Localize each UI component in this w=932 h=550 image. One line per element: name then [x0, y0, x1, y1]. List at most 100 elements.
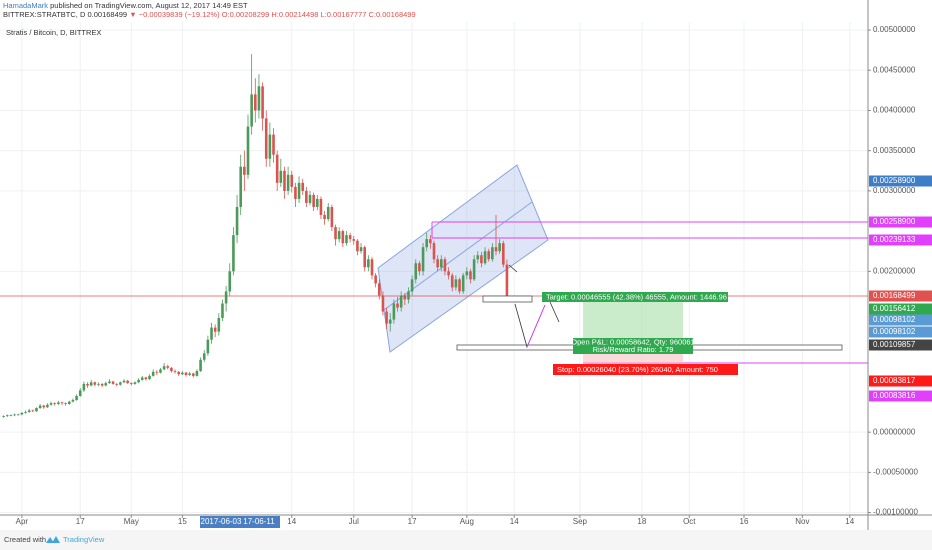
candle-body: [46, 404, 49, 408]
logo: [46, 536, 60, 543]
arrow: [549, 301, 560, 323]
selection-end: 17-06-11: [243, 517, 275, 526]
rr-label: Risk/Reward Ratio: 1.79: [593, 345, 674, 354]
candle-body: [392, 303, 396, 320]
candle-body: [418, 263, 421, 272]
candle-body: [89, 382, 93, 386]
y-tick-label: 0.00300000: [873, 186, 916, 195]
candle-body: [162, 366, 166, 370]
candle-body: [425, 239, 429, 248]
x-tick-label: May: [124, 517, 139, 526]
price-tag-box: [869, 390, 932, 402]
candle-body: [385, 311, 388, 324]
candle-body: [399, 295, 403, 308]
candle-body: [60, 402, 64, 404]
candle-body: [414, 263, 418, 280]
candle-body: [155, 371, 159, 373]
x-tick-label: 16: [740, 517, 749, 526]
header-line: HamadaMark published on TradingView.com,…: [3, 1, 248, 10]
candle-body: [206, 339, 210, 354]
candle-body: [337, 231, 341, 240]
x-tick-label: Apr: [16, 517, 29, 526]
candle-body: [294, 186, 297, 199]
price-tag: 0.00083816: [873, 391, 916, 400]
price-tag-box: [869, 375, 932, 387]
candle-body: [315, 198, 319, 207]
candle-body: [272, 134, 275, 155]
published: published on TradingView.com, August 12,…: [50, 1, 248, 10]
price-tag: 0.00098102: [873, 327, 916, 336]
candle-body: [348, 235, 352, 240]
y-tick-label: 0.00000000: [873, 427, 916, 436]
price-tag-box: [869, 303, 932, 315]
ohlc-text: O:0.00208299 H:0.00214498 L:0.00167777 C…: [222, 10, 416, 19]
candle-body: [505, 264, 509, 297]
price-tag-box: [869, 216, 932, 228]
candle-body: [268, 134, 272, 159]
price-tag-box: [869, 326, 932, 338]
candle-body: [53, 403, 57, 405]
candle-body: [57, 402, 60, 405]
target-label-box: [542, 292, 728, 302]
candle-body: [246, 126, 250, 175]
target-label: Target: 0.00046555 (42.38%) 46555, Amoun…: [546, 292, 727, 301]
x-tick-label: Nov: [795, 517, 809, 526]
footer-created: Created with: [4, 535, 46, 544]
candle-body: [122, 380, 126, 383]
candle-body: [24, 412, 27, 413]
candle-body: [352, 239, 356, 241]
candle-body: [78, 390, 82, 396]
candle-body: [253, 94, 257, 111]
candle-body: [20, 412, 24, 415]
header-bg: [0, 0, 300, 20]
box: [482, 295, 533, 303]
axes: 0.00500000 0.00450000 0.00400000 0.00350000…: [16, 25, 932, 526]
candle-body: [290, 174, 294, 187]
candle-body: [363, 247, 367, 268]
candle-body: [381, 295, 385, 312]
candle-body: [458, 279, 461, 292]
arrow: [526, 304, 546, 348]
profit-zone: [583, 297, 683, 343]
price-tag: 0.00168499: [873, 291, 916, 300]
x-tick-label: 14: [510, 517, 519, 526]
y-tick-label: 0.00500000: [873, 25, 916, 34]
candle-body: [319, 198, 323, 216]
y-tick-label: 0.00350000: [873, 146, 916, 155]
candle-body: [323, 215, 326, 220]
footer-brand: TradingView: [63, 535, 105, 544]
candle-body: [133, 382, 137, 384]
channel: [377, 164, 549, 353]
candle-body: [480, 255, 483, 264]
candle-body: [93, 382, 97, 385]
x-tick-label: 14: [287, 517, 296, 526]
candle-body: [461, 275, 465, 292]
y-tick-label: -0.00100000: [873, 508, 918, 517]
candle-body: [476, 255, 480, 260]
candle-body: [173, 371, 177, 372]
candle-body: [491, 247, 494, 260]
candle-body: [213, 327, 217, 332]
price-tag-box: [869, 314, 932, 326]
candle-body: [232, 235, 235, 272]
candle-body: [217, 317, 221, 332]
candle-body: [454, 279, 458, 288]
candle-body: [432, 243, 436, 260]
symbol-line: BITTREX:STRATBTC, D 0.00168499 ▼ −0.0003…: [3, 10, 416, 19]
grid: [0, 22, 868, 515]
candle-body: [170, 367, 173, 372]
x-tick-label: Oct: [683, 517, 696, 526]
candle-body: [264, 118, 268, 159]
candle-body: [191, 373, 195, 376]
candle-body: [148, 375, 151, 380]
stop-label: Stop: 0.00026040 (23.70%) 26040, Amount:…: [557, 365, 718, 374]
candle-body: [439, 259, 443, 268]
selection-start: 2017-06-03: [201, 517, 242, 526]
candle-body: [297, 182, 301, 199]
candle-body: [487, 251, 491, 260]
price-tag: 0.00239133: [873, 235, 916, 244]
x-tick-label: Sep: [573, 517, 588, 526]
price-tag: 0.00258900: [873, 217, 916, 226]
candle-body: [345, 235, 348, 244]
candle-body: [308, 194, 312, 203]
